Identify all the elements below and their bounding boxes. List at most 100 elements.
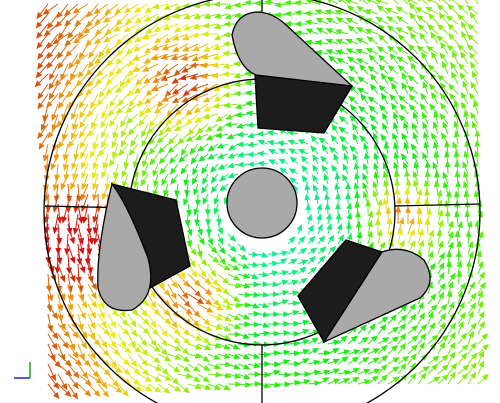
flow-arrow bbox=[310, 135, 319, 145]
flow-arrow bbox=[289, 177, 299, 185]
flow-arrow bbox=[373, 152, 380, 165]
flow-arrow bbox=[267, 330, 281, 337]
flow-arrow bbox=[357, 76, 369, 85]
flow-arrow bbox=[395, 6, 409, 15]
flow-arrow bbox=[325, 212, 332, 225]
flow-arrow bbox=[410, 62, 419, 75]
flow-arrow bbox=[257, 271, 270, 278]
flow-arrow bbox=[380, 133, 389, 145]
flow-arrow bbox=[207, 342, 223, 349]
flow-arrow bbox=[207, 293, 221, 307]
flow-arrow bbox=[197, 223, 203, 236]
flow-arrow bbox=[257, 322, 270, 329]
flow-arrow bbox=[207, 303, 224, 311]
flow-arrow bbox=[433, 141, 439, 155]
flow-arrow bbox=[264, 0, 279, 6]
flow-arrow bbox=[143, 103, 159, 114]
flow-arrow bbox=[213, 13, 229, 19]
flow-arrow bbox=[37, 83, 49, 100]
flow-arrow bbox=[477, 360, 485, 375]
flow-arrow bbox=[297, 358, 310, 365]
flow-arrow bbox=[227, 282, 243, 289]
flow-arrow bbox=[210, 183, 219, 194]
flow-arrow bbox=[77, 323, 88, 339]
flow-arrow bbox=[437, 240, 444, 255]
flow-arrow bbox=[187, 313, 200, 328]
flow-arrow bbox=[316, 203, 323, 215]
flow-arrow bbox=[327, 245, 337, 255]
flow-arrow bbox=[287, 371, 302, 378]
flow-arrow bbox=[317, 377, 330, 385]
flow-arrow bbox=[416, 217, 423, 235]
flow-arrow bbox=[94, 53, 109, 65]
flow-arrow bbox=[470, 61, 479, 75]
flow-arrow bbox=[67, 333, 76, 351]
flow-arrow bbox=[397, 33, 409, 45]
flow-arrow bbox=[137, 353, 149, 367]
flow-arrow bbox=[247, 273, 259, 280]
flow-arrow bbox=[152, 73, 169, 84]
flow-arrow bbox=[197, 263, 207, 279]
flow-arrow bbox=[277, 381, 292, 388]
flow-arrow bbox=[187, 373, 201, 383]
flow-arrow bbox=[127, 313, 137, 328]
flow-arrow bbox=[412, 131, 419, 145]
flow-arrow bbox=[347, 356, 360, 365]
flow-arrow bbox=[463, 170, 469, 185]
flow-arrow bbox=[114, 83, 129, 94]
flow-arrow bbox=[77, 233, 85, 255]
flow-arrow bbox=[107, 323, 116, 339]
flow-arrow bbox=[70, 173, 79, 190]
flow-arrow bbox=[123, 23, 139, 33]
flow-arrow bbox=[304, 10, 319, 17]
flow-arrow bbox=[357, 324, 367, 335]
flow-arrow bbox=[363, 142, 369, 155]
flow-arrow bbox=[439, 112, 449, 125]
flow-arrow bbox=[367, 375, 379, 385]
flow-arrow bbox=[337, 106, 349, 115]
flow-arrow bbox=[414, 7, 429, 15]
flow-arrow bbox=[227, 172, 239, 179]
flow-arrow bbox=[127, 333, 136, 349]
flow-arrow bbox=[207, 283, 223, 293]
flow-arrow bbox=[391, 82, 399, 95]
flow-arrow bbox=[297, 349, 311, 355]
flow-arrow bbox=[87, 363, 100, 378]
flow-arrow bbox=[301, 175, 309, 185]
flow-arrow bbox=[197, 333, 211, 345]
flow-arrow bbox=[337, 378, 351, 385]
flow-arrow bbox=[387, 366, 400, 375]
flow-arrow bbox=[417, 323, 428, 335]
flow-arrow bbox=[366, 0, 379, 5]
flow-arrow bbox=[439, 82, 449, 95]
flow-arrow bbox=[87, 283, 97, 300]
flow-arrow bbox=[137, 383, 153, 392]
flow-arrow bbox=[67, 323, 79, 339]
flow-arrow bbox=[167, 373, 180, 385]
flow-arrow bbox=[78, 123, 89, 139]
flow-arrow bbox=[382, 122, 389, 135]
flow-arrow bbox=[55, 13, 69, 28]
flow-arrow bbox=[147, 373, 162, 383]
flow-arrow bbox=[353, 162, 360, 175]
flow-arrow bbox=[117, 323, 130, 336]
flow-arrow bbox=[405, 25, 419, 35]
flow-arrow bbox=[349, 145, 359, 155]
flow-arrow bbox=[177, 343, 190, 355]
flow-arrow bbox=[397, 322, 406, 335]
flow-arrow bbox=[71, 113, 79, 131]
flow-arrow bbox=[267, 361, 281, 368]
flow-arrow bbox=[186, 233, 193, 248]
flow-arrow bbox=[216, 153, 229, 159]
flow-arrow bbox=[267, 369, 281, 376]
flow-arrow bbox=[408, 104, 419, 115]
flow-arrow bbox=[369, 73, 379, 85]
flow-arrow bbox=[112, 143, 119, 159]
flow-arrow bbox=[356, 231, 363, 245]
flow-arrow bbox=[367, 348, 381, 355]
flow-arrow bbox=[477, 310, 485, 325]
flow-arrow bbox=[169, 163, 179, 175]
flow-arrow bbox=[197, 363, 211, 371]
flow-arrow bbox=[167, 363, 181, 373]
flow-arrow bbox=[72, 33, 89, 44]
